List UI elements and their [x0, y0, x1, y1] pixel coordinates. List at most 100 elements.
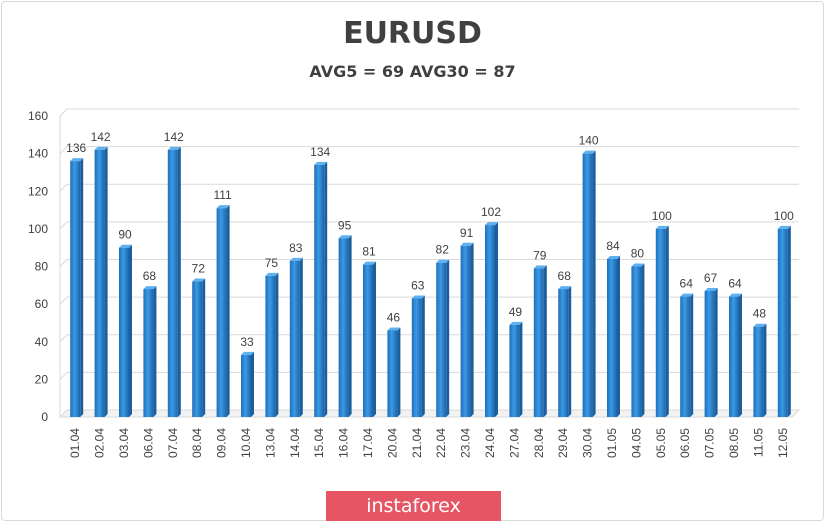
bar-front: [216, 208, 227, 417]
data-label: 81: [362, 245, 376, 259]
bar-front: [94, 149, 105, 418]
bar: [680, 293, 694, 417]
data-label: 83: [289, 241, 303, 255]
bar-front: [607, 258, 617, 417]
bar-side: [568, 286, 572, 417]
bar-side: [739, 293, 742, 417]
x-tick-label: 11.05: [751, 428, 765, 457]
x-tick-label: 13.04: [263, 428, 277, 458]
x-tick-label: 28.04: [532, 428, 546, 458]
bar: [338, 235, 352, 417]
y-tick-label: 20: [35, 372, 49, 386]
x-tick-label: 03.04: [117, 428, 131, 458]
bar-side: [495, 222, 498, 417]
bar: [216, 205, 230, 417]
bar-top: [729, 293, 742, 297]
bar-side: [177, 146, 181, 418]
bar-side: [129, 244, 132, 417]
bar-top: [289, 257, 303, 261]
bar-top: [460, 242, 474, 246]
x-tick-label: 01.05: [605, 428, 619, 458]
bar: [704, 287, 718, 417]
x-tick-label: 07.05: [703, 428, 717, 458]
x-tick-label: 23.04: [459, 428, 473, 458]
x-tick-label: 24.04: [483, 428, 497, 458]
bar-top: [582, 150, 596, 154]
bar: [582, 150, 596, 417]
x-tick-label: 06.05: [678, 428, 692, 458]
data-label: 102: [481, 205, 501, 219]
bar: [94, 146, 108, 418]
bar-front: [387, 330, 398, 417]
bar-front: [485, 225, 495, 417]
data-label: 91: [460, 226, 474, 240]
x-tick-label: 14.04: [288, 428, 302, 458]
data-label: 82: [436, 243, 450, 257]
bar-top: [436, 259, 450, 263]
bar-top: [241, 351, 254, 355]
bar-top: [338, 235, 352, 239]
data-label: 46: [387, 310, 401, 324]
bar-front: [70, 161, 81, 417]
bar-top: [777, 225, 791, 229]
bar-side: [348, 235, 352, 417]
instaforex-watermark: instaforex: [326, 491, 501, 521]
data-label: 79: [533, 248, 547, 262]
bar: [631, 263, 645, 417]
bar-front: [363, 264, 373, 417]
data-label: 84: [606, 239, 620, 253]
bar-front: [143, 289, 154, 417]
y-tick-label: 0: [41, 410, 48, 424]
bar-side: [104, 146, 108, 418]
chart-title: EURUSD: [343, 16, 482, 51]
x-tick-label: 16.04: [337, 428, 351, 458]
bar: [143, 286, 157, 417]
y-tick-label: 120: [28, 184, 48, 198]
data-label: 100: [652, 209, 672, 223]
bar-side: [299, 257, 303, 417]
bar-side: [617, 255, 620, 417]
bar-side: [641, 263, 645, 417]
bar-side: [202, 278, 206, 417]
bar: [485, 222, 498, 417]
x-tick-label: 02.04: [93, 428, 107, 458]
data-label: 136: [66, 141, 86, 155]
x-tick-label: 10.04: [239, 428, 253, 458]
y-tick-label: 160: [28, 109, 48, 123]
bar-side: [275, 272, 279, 417]
bar-side: [690, 293, 694, 417]
x-tick-label: 21.04: [410, 428, 424, 458]
bar: [460, 242, 474, 417]
data-label: 100: [774, 209, 794, 223]
x-tick-label: 09.04: [215, 428, 229, 458]
bar-front: [582, 153, 593, 417]
gridline: [59, 259, 799, 267]
bar-top: [192, 278, 206, 282]
bar-side: [470, 242, 474, 417]
bar-top: [558, 286, 572, 290]
gridline: [59, 334, 799, 343]
bar: [533, 265, 547, 417]
bar-side: [397, 327, 401, 417]
x-tick-label: 12.05: [776, 428, 790, 458]
bar-side: [373, 261, 376, 417]
bar-side: [763, 323, 767, 417]
bar-front: [680, 296, 691, 417]
x-tick-label: 22.04: [434, 428, 448, 458]
data-label: 111: [213, 188, 232, 202]
x-tick-label: 27.04: [507, 428, 521, 458]
data-label: 63: [411, 278, 425, 292]
bar-front: [558, 289, 569, 417]
data-label: 33: [240, 335, 254, 349]
bar-top: [655, 225, 669, 229]
x-tick-label: 05.05: [654, 428, 668, 458]
bar-top: [704, 287, 718, 291]
bar-side: [421, 295, 425, 417]
bar-side: [153, 286, 157, 417]
data-label: 49: [509, 305, 523, 319]
bar: [509, 321, 523, 417]
bar-front: [753, 326, 764, 417]
bar-side: [324, 161, 328, 417]
bar-top: [70, 158, 84, 162]
